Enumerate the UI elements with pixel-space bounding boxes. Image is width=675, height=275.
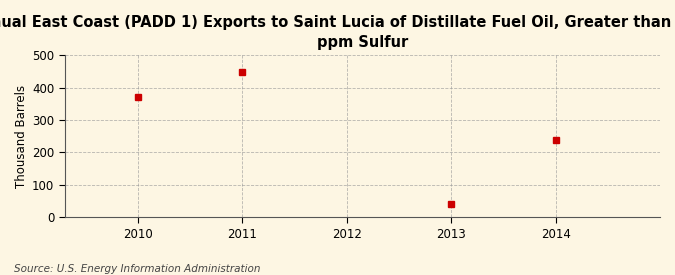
Y-axis label: Thousand Barrels: Thousand Barrels	[15, 85, 28, 188]
Title: Annual East Coast (PADD 1) Exports to Saint Lucia of Distillate Fuel Oil, Greate: Annual East Coast (PADD 1) Exports to Sa…	[0, 15, 675, 50]
Text: Source: U.S. Energy Information Administration: Source: U.S. Energy Information Administ…	[14, 264, 260, 274]
